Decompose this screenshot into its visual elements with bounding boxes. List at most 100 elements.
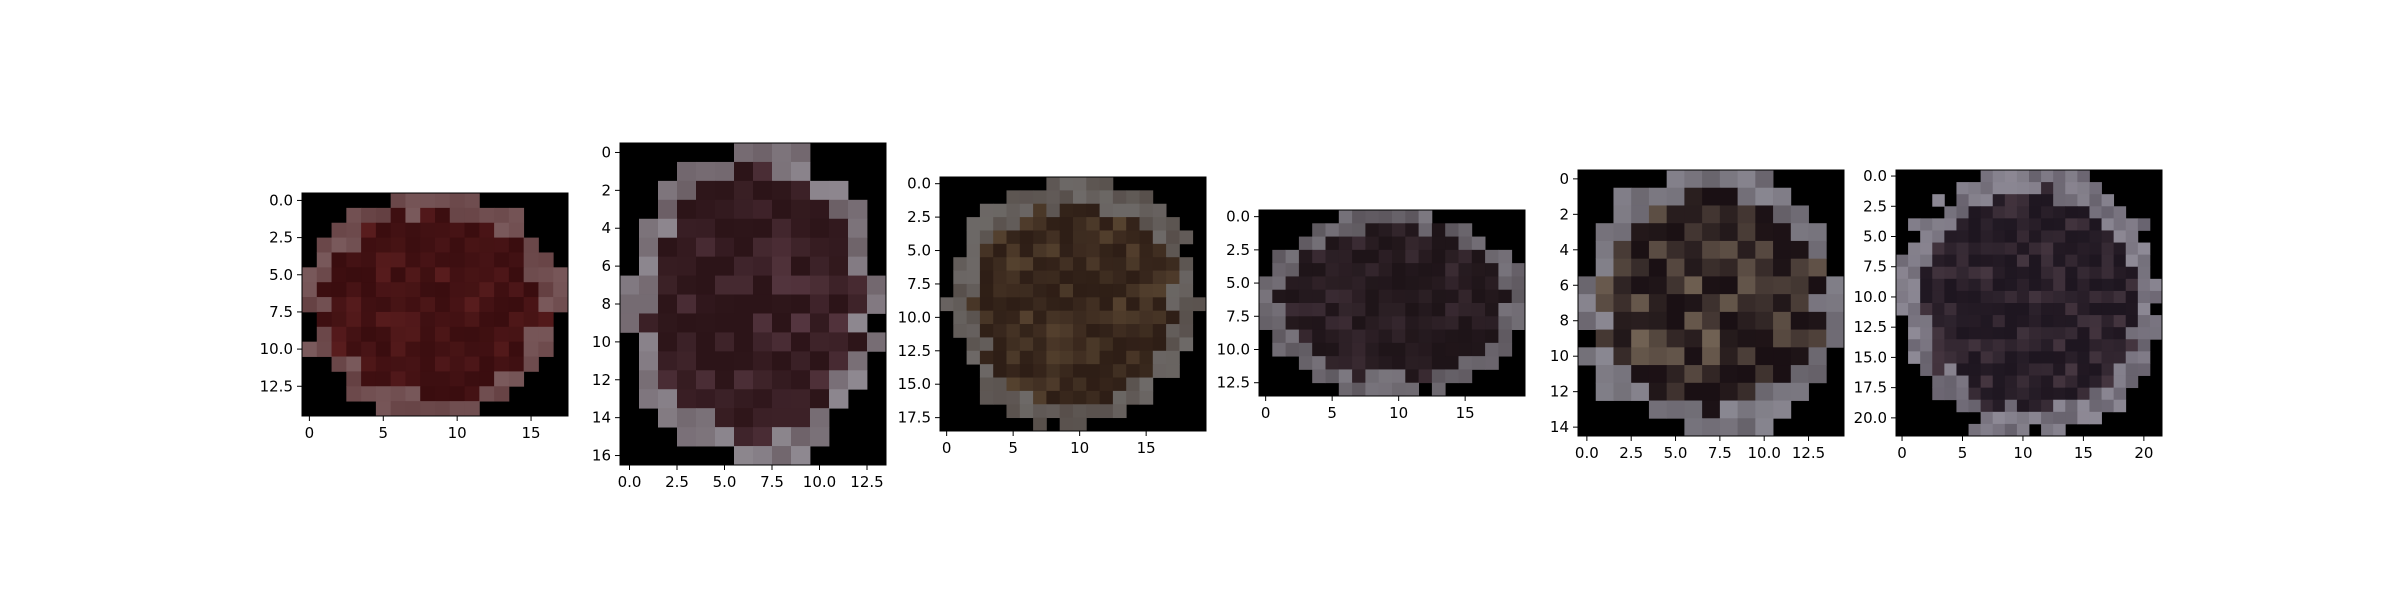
pixel-cell — [1932, 327, 1945, 340]
pixel-cell — [2016, 423, 2030, 437]
pixel-cell — [1099, 283, 1114, 298]
pixel-cell — [1631, 223, 1650, 242]
pixel-cell — [1631, 240, 1650, 260]
pixel-cell — [435, 207, 451, 224]
pixel-cell — [346, 326, 362, 343]
pixel-cell — [1980, 278, 1994, 292]
pixel-cell — [1944, 375, 1957, 389]
pixel-cell — [677, 218, 697, 239]
pixel-cell — [449, 356, 465, 372]
pixel-cell — [2004, 266, 2018, 280]
pixel-cell — [2077, 194, 2090, 207]
pixel-cell — [1006, 203, 1021, 218]
x-tick-label: 10 — [2013, 444, 2032, 462]
pixel-cell — [316, 311, 332, 328]
pixel-cell — [1392, 249, 1406, 264]
pixel-cell — [1666, 187, 1685, 206]
pixel-cell — [2101, 218, 2115, 231]
y-tick-label: 12.5 — [1217, 374, 1250, 392]
pixel-cell — [772, 275, 792, 295]
pixel-cell — [2053, 254, 2066, 268]
pixel-cell — [848, 313, 868, 333]
pixel-cell — [2089, 278, 2102, 292]
pixel-cell — [2004, 230, 2018, 243]
pixel-cell — [390, 252, 406, 268]
pixel-cell — [791, 313, 811, 333]
pixel-cell — [1126, 377, 1140, 392]
pixel-cell — [1980, 399, 1994, 413]
pixel-cell — [479, 252, 495, 268]
pixel-cell — [1648, 382, 1668, 401]
pixel-cell — [375, 371, 392, 387]
pixel-cell — [1684, 170, 1703, 189]
pixel-cell — [1992, 327, 2006, 340]
pixel-cell — [734, 294, 754, 314]
pixel-cell — [1992, 194, 2006, 207]
pixel-cell — [1666, 223, 1685, 242]
pixel-cell — [346, 207, 362, 224]
pixel-cell — [1808, 276, 1827, 295]
pixel-cell — [1073, 257, 1087, 271]
pixel-cell — [1980, 339, 1994, 352]
y-tick-label: 14 — [1550, 418, 1569, 436]
pixel-cell — [420, 341, 436, 357]
pixel-cell — [1073, 324, 1087, 338]
pixel-cell — [1737, 276, 1756, 295]
pixel-cell — [1392, 316, 1406, 330]
pixel-cell — [639, 294, 659, 314]
pixel-cell — [2053, 290, 2066, 304]
pixel-cell — [810, 313, 830, 333]
pixel-cell — [772, 143, 792, 163]
pixel-cell — [1773, 329, 1792, 348]
pixel-cell — [390, 297, 406, 313]
pixel-cell — [1086, 283, 1100, 298]
pixel-cell — [316, 282, 332, 298]
pixel-cell — [2041, 266, 2054, 280]
pixel-cell — [734, 427, 754, 447]
pixel-cell — [620, 294, 640, 314]
pixel-cell — [1684, 347, 1703, 366]
pixel-cell — [1932, 242, 1945, 256]
pixel-cell — [1992, 206, 2006, 219]
y-tick-label: 0 — [1559, 170, 1569, 188]
pixel-cell — [966, 310, 981, 325]
pixel-cell — [346, 371, 362, 387]
pixel-cell — [715, 313, 735, 333]
pixel-cell — [1086, 190, 1100, 205]
pixel-cell — [435, 252, 451, 268]
pixel-cell — [1285, 276, 1300, 291]
pixel-cell — [2029, 290, 2042, 304]
pixel-cell — [2089, 303, 2102, 316]
pixel-cell — [848, 275, 868, 295]
pixel-cell — [2089, 254, 2102, 268]
pixel-cell — [1325, 236, 1340, 251]
pixel-cell — [2113, 266, 2127, 280]
pixel-cell — [1126, 190, 1140, 205]
pixel-cell — [2137, 290, 2151, 304]
pixel-cell — [494, 282, 510, 298]
pixel-cell — [1033, 243, 1047, 258]
pixel-cell — [1808, 240, 1827, 260]
pixel-cell — [753, 370, 773, 390]
y-tick-label: 12.5 — [898, 342, 931, 360]
pixel-cell — [1418, 303, 1433, 317]
pixel-cell — [494, 252, 510, 268]
pixel-cell — [2004, 363, 2018, 376]
pixel-cell — [1968, 387, 1982, 401]
pixel-cell — [1378, 369, 1393, 384]
pixel-cell — [1631, 382, 1650, 401]
pixel-cell — [1471, 263, 1486, 277]
pixel-cell — [1737, 329, 1756, 348]
y-tick-label: 0.0 — [1863, 167, 1887, 185]
pixel-cell — [1099, 257, 1114, 271]
pixel-cell — [1086, 297, 1100, 312]
pixel-cell — [2053, 411, 2066, 425]
pixel-cell — [1325, 263, 1340, 277]
pixel-cell — [1737, 382, 1756, 401]
pixel-cell — [1992, 411, 2006, 425]
pixel-cell — [1790, 311, 1809, 330]
pixel-cell — [435, 356, 451, 372]
pixel-cell — [1944, 290, 1957, 304]
pixel-cell — [390, 371, 406, 387]
pixel-cell — [993, 257, 1007, 271]
